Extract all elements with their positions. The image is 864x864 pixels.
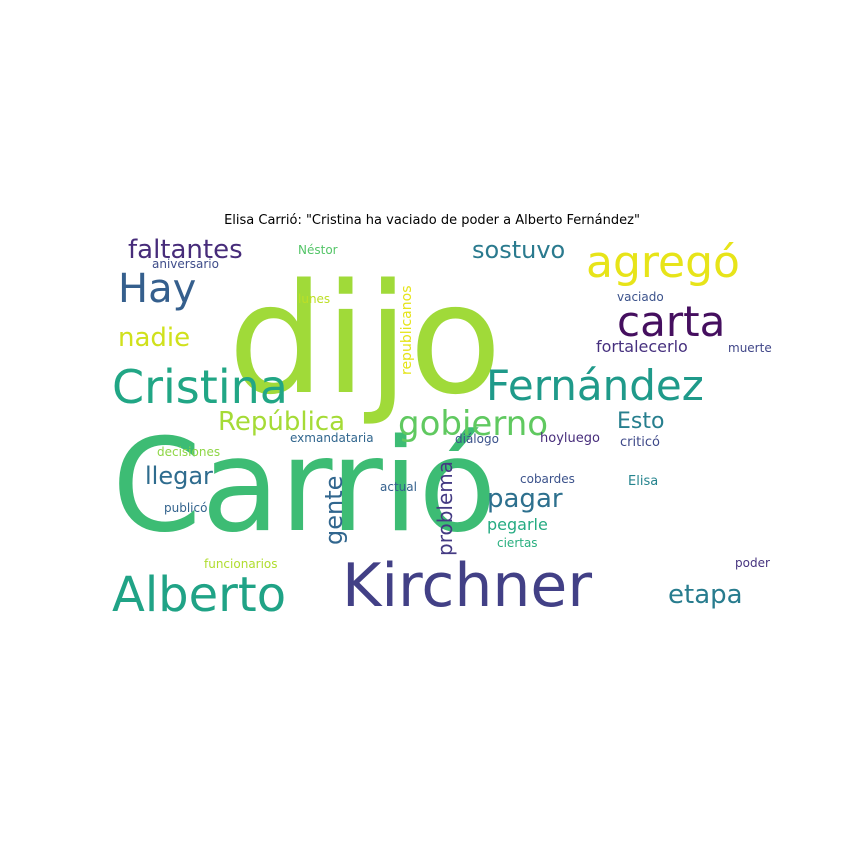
word-sostuvo: sostuvo <box>472 236 565 264</box>
word-etapa: etapa <box>668 580 743 610</box>
word-aniversario: aniversario <box>152 257 219 271</box>
word-pagar: pagar <box>487 484 563 514</box>
word-publico: publicó <box>164 501 207 515</box>
word-republicanos: republicanos <box>399 286 415 376</box>
figure-title: Elisa Carrió: "Cristina ha vaciado de po… <box>224 213 640 228</box>
word-critico: criticó <box>620 435 660 450</box>
word-alberto: Alberto <box>112 567 286 623</box>
word-cristina: Cristina <box>112 360 288 414</box>
word-llegar: llegar <box>145 462 213 490</box>
word-decisiones: decisiones <box>157 445 220 459</box>
word-republica: República <box>218 407 345 437</box>
word-faltantes: faltantes <box>128 235 243 265</box>
word-carrio: Carrió <box>112 412 497 561</box>
word-vaciado: vaciado <box>617 290 664 304</box>
word-dialogo: diálogo <box>455 432 499 446</box>
word-esto: Esto <box>617 409 664 434</box>
word-fernandez: Fernández <box>486 361 704 410</box>
word-lunes: lunes <box>298 292 330 306</box>
word-pegarle: pegarle <box>487 515 548 534</box>
word-gobierno: gobierno <box>398 404 548 444</box>
word-kirchner: Kirchner <box>342 551 592 621</box>
word-ciertas: ciertas <box>497 536 538 550</box>
word-muerte: muerte <box>728 341 772 355</box>
word-hoyluego: hoyluego <box>540 431 600 446</box>
word-exmandataria: exmandataria <box>290 431 374 445</box>
word-nadie: nadie <box>118 323 190 353</box>
word-problema: problema <box>433 461 457 556</box>
word-elisa: Elisa <box>628 474 658 489</box>
word-fortalecerlo: fortalecerlo <box>596 337 688 356</box>
word-gente: gente <box>320 476 348 545</box>
word-hay: Hay <box>118 266 196 312</box>
word-actual: actual <box>380 480 417 494</box>
word-dijo: dijo <box>228 251 502 428</box>
word-nestor: Néstor <box>298 243 338 257</box>
word-funcionarios: funcionarios <box>204 557 278 571</box>
word-carta: carta <box>617 297 725 346</box>
word-cobardes: cobardes <box>520 472 575 486</box>
word-agrego: agregó <box>586 237 740 288</box>
word-poder: poder <box>735 556 770 570</box>
